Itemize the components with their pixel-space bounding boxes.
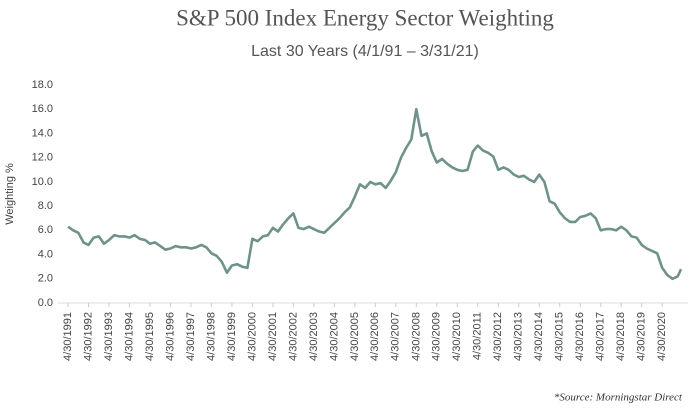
x-tick-label: 4/30/2007 bbox=[390, 312, 402, 361]
x-tick-label: 4/30/2002 bbox=[287, 312, 299, 361]
chart-subtitle: Last 30 Years (4/1/91 – 3/31/21) bbox=[251, 43, 479, 60]
x-tick-label: 4/30/2014 bbox=[533, 312, 545, 361]
x-tick-label: 4/30/1991 bbox=[62, 312, 74, 361]
x-tick-label: 4/30/2010 bbox=[451, 312, 463, 361]
x-tick-label: 4/30/1998 bbox=[205, 312, 217, 361]
x-tick-label: 4/30/2009 bbox=[431, 312, 443, 361]
x-tick-label: 4/30/2001 bbox=[267, 312, 279, 361]
x-tick-label: 4/30/2011 bbox=[472, 312, 484, 360]
x-tick-label: 4/30/2013 bbox=[513, 312, 525, 361]
y-tick-label: 10.0 bbox=[32, 176, 53, 188]
x-tick-label: 4/30/2006 bbox=[369, 312, 381, 361]
y-tick-label: 16.0 bbox=[32, 103, 53, 115]
x-tick-label: 4/30/1993 bbox=[103, 312, 115, 361]
x-tick-label: 4/30/1999 bbox=[226, 312, 238, 361]
x-tick-label: 4/30/2019 bbox=[636, 312, 648, 361]
x-tick-label: 4/30/2018 bbox=[615, 312, 627, 361]
x-tick-label: 4/30/2016 bbox=[574, 312, 586, 361]
x-tick-label: 4/30/1992 bbox=[82, 312, 94, 361]
x-tick-label: 4/30/1994 bbox=[123, 312, 135, 361]
x-tick-label: 4/30/2000 bbox=[246, 312, 258, 361]
chart-title: S&P 500 Index Energy Sector Weighting bbox=[176, 5, 554, 30]
y-tick-label: 0.0 bbox=[38, 297, 53, 309]
y-tick-label: 2.0 bbox=[38, 273, 53, 285]
x-tick-label: 4/30/2017 bbox=[595, 312, 607, 361]
x-tick-label: 4/30/2015 bbox=[554, 312, 566, 361]
x-tick-label: 4/30/2012 bbox=[492, 312, 504, 361]
x-tick-label: 4/30/2003 bbox=[308, 312, 320, 361]
x-tick-label: 4/30/2020 bbox=[656, 312, 668, 361]
source-note: *Source: Morningstar Direct bbox=[554, 392, 683, 404]
data-line bbox=[67, 107, 683, 281]
y-tick-label: 14.0 bbox=[32, 127, 53, 139]
x-tick-label: 4/30/2005 bbox=[349, 312, 361, 361]
y-tick-label: 6.0 bbox=[38, 224, 53, 236]
y-tick-label: 12.0 bbox=[32, 152, 53, 164]
y-tick-label: 4.0 bbox=[38, 248, 53, 260]
y-tick-label: 8.0 bbox=[38, 200, 53, 212]
x-tick-label: 4/30/1997 bbox=[185, 312, 197, 361]
x-tick-label: 4/30/2004 bbox=[328, 312, 340, 361]
x-tick-label: 4/30/2008 bbox=[410, 312, 422, 361]
y-tick-label: 18.0 bbox=[32, 79, 53, 91]
x-tick-label: 4/30/1995 bbox=[144, 312, 156, 361]
y-axis-label: Weighting % bbox=[4, 163, 16, 225]
x-tick-label: 4/30/1996 bbox=[164, 312, 176, 361]
